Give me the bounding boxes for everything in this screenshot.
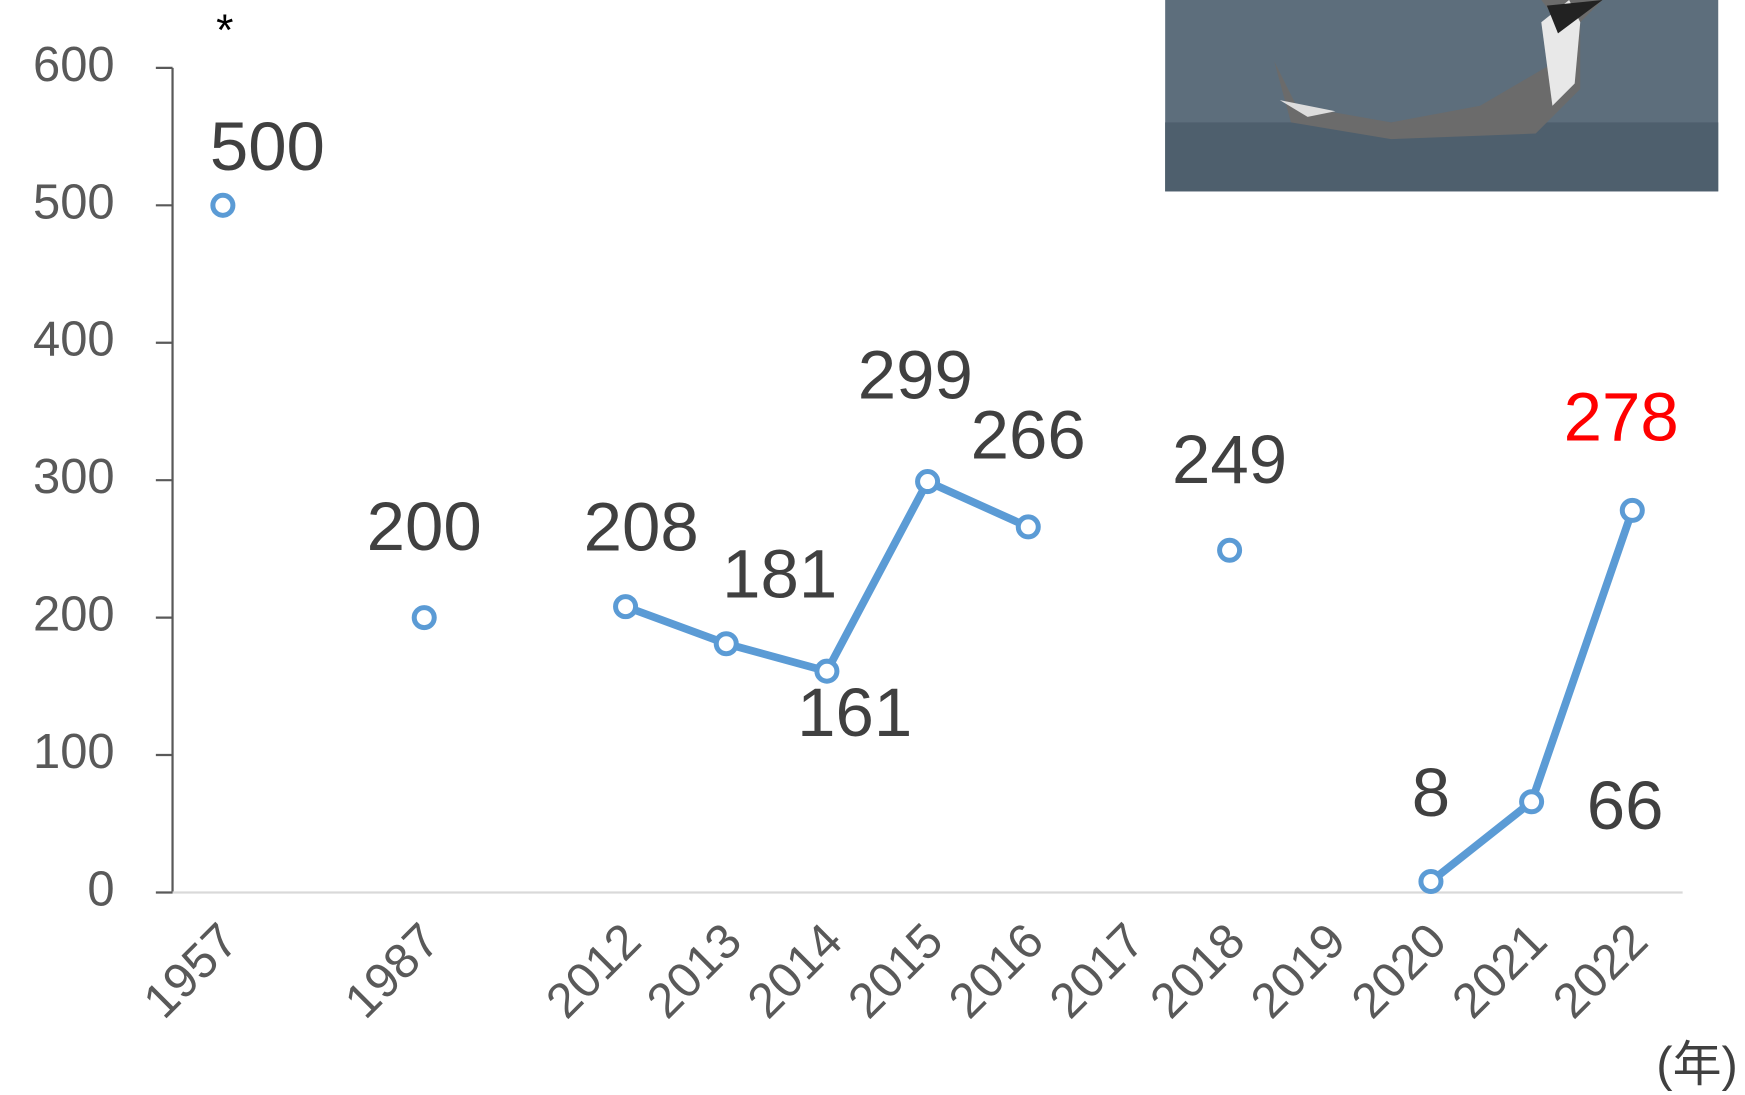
marker <box>915 469 941 495</box>
value-label: 299 <box>858 337 973 414</box>
marker <box>210 192 236 218</box>
value-label: 66 <box>1587 767 1664 844</box>
marker <box>1519 789 1545 815</box>
value-label: 249 <box>1172 421 1287 498</box>
x-axis-label: (年) <box>1656 1038 1738 1092</box>
value-label: 181 <box>722 535 837 612</box>
x-tick-label: 2022 <box>1543 913 1658 1028</box>
y-tick-label: 300 <box>33 450 115 504</box>
marker <box>1418 868 1444 894</box>
value-label: 161 <box>797 674 912 751</box>
marker <box>814 658 840 684</box>
y-tick-label: 600 <box>33 38 115 92</box>
y-tick-label: 0 <box>87 862 114 916</box>
x-tick-label: 2013 <box>637 913 752 1028</box>
x-tick-label: 1957 <box>134 913 249 1028</box>
x-tick-label: 2014 <box>738 913 853 1028</box>
value-label: 8 <box>1412 754 1450 831</box>
y-tick-label: 200 <box>33 588 115 642</box>
marker <box>1015 514 1041 540</box>
marker <box>1217 537 1243 563</box>
x-tick-label: 2021 <box>1442 913 1557 1028</box>
value-label: 278 <box>1564 379 1679 456</box>
x-tick-label: 2020 <box>1342 913 1457 1028</box>
value-label: 500 <box>210 108 325 185</box>
marker <box>1619 497 1645 523</box>
marker <box>411 605 437 631</box>
x-tick-label: 2016 <box>939 913 1054 1028</box>
x-tick-label: 2015 <box>838 913 953 1028</box>
y-tick-label: 100 <box>33 725 115 779</box>
marker <box>713 631 739 657</box>
photo <box>1165 0 1719 192</box>
x-tick-label: 2017 <box>1040 913 1155 1028</box>
x-tick-label: 1987 <box>335 913 450 1028</box>
y-tick-label: 500 <box>33 175 115 229</box>
x-tick-label: 2019 <box>1241 913 1356 1028</box>
annotation: * <box>216 6 233 55</box>
value-label: 200 <box>367 488 482 565</box>
x-tick-label: 2012 <box>536 913 651 1028</box>
value-label: 266 <box>971 396 1086 473</box>
value-label: 208 <box>584 488 699 565</box>
y-tick-label: 400 <box>33 313 115 367</box>
x-tick-label: 2018 <box>1140 913 1255 1028</box>
marker <box>613 594 639 620</box>
